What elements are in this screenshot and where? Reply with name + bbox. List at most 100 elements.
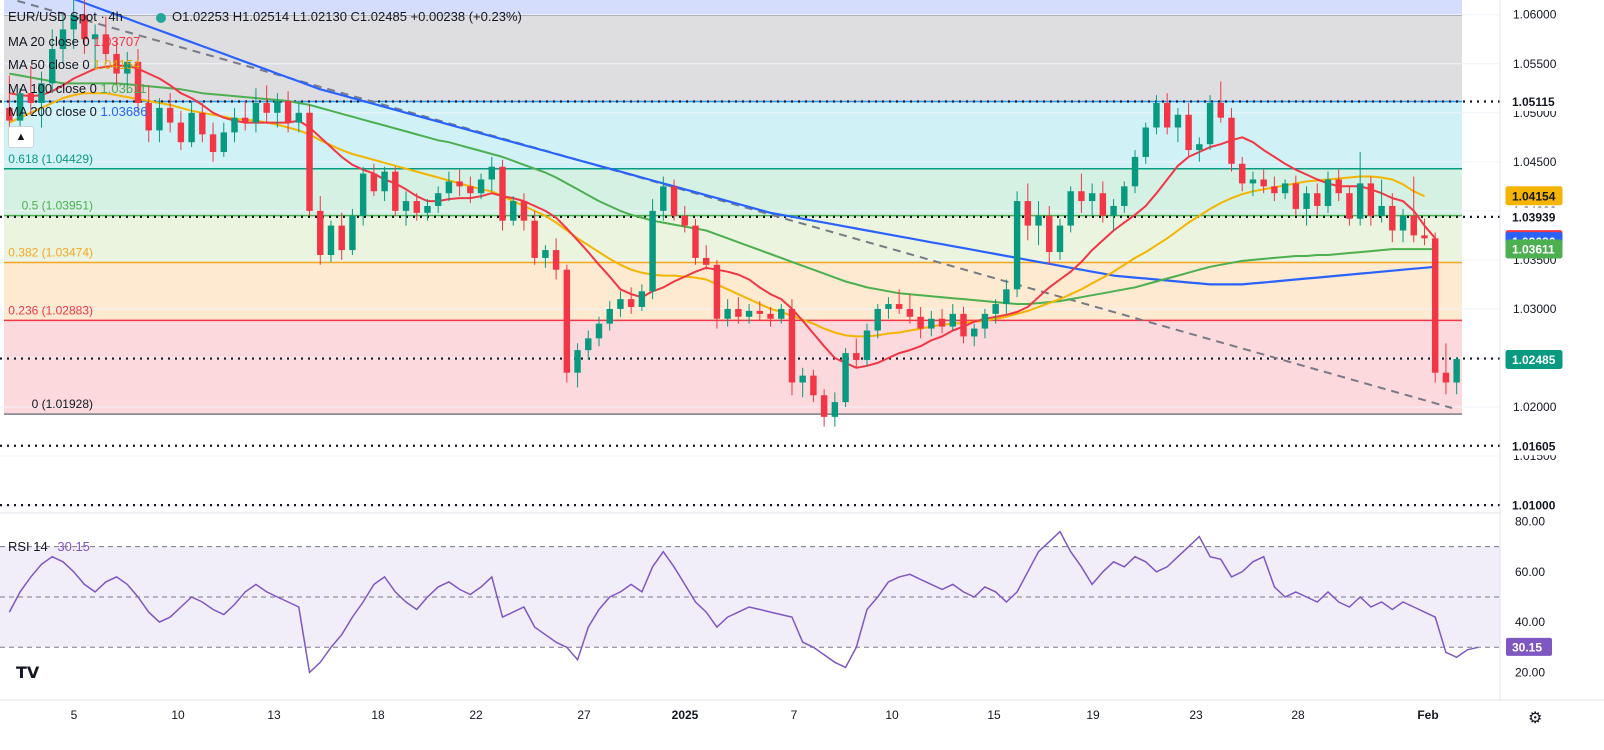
market-status-icon — [156, 13, 166, 23]
candle — [617, 299, 624, 309]
price-tick-label: 1.06000 — [1513, 8, 1557, 22]
legend-value: 1.04154 — [93, 57, 141, 72]
candle — [177, 122, 185, 143]
candle — [1367, 183, 1375, 216]
candle — [91, 34, 99, 40]
candle — [863, 330, 871, 360]
candle — [27, 93, 35, 103]
tradingview-logo-icon[interactable]: TV — [16, 663, 40, 682]
candle — [1003, 289, 1010, 305]
candle — [81, 14, 88, 40]
rsi-tick-label: 60.00 — [1515, 565, 1545, 579]
time-tick-label: 22 — [469, 708, 483, 722]
candle — [317, 210, 324, 255]
candle — [263, 102, 270, 113]
symbol-title[interactable]: EUR/USD Spot · 4h — [8, 9, 123, 24]
candle — [531, 220, 538, 258]
fib-label: 0 (1.01928) — [32, 397, 93, 411]
candle — [59, 29, 67, 50]
candle — [1335, 179, 1342, 194]
legend-ma50[interactable]: MA 50 close 0 1.04154 — [8, 57, 140, 72]
legend-value: 1.03707 — [93, 34, 141, 49]
candle — [970, 328, 978, 337]
candle — [1121, 186, 1128, 206]
candle — [788, 308, 796, 383]
candle — [713, 264, 721, 319]
price-tag — [1505, 207, 1563, 227]
candle — [1239, 163, 1246, 184]
candle — [252, 102, 260, 123]
candle — [1399, 215, 1407, 231]
legend-ma20[interactable]: MA 20 close 0 1.03707 — [8, 34, 140, 49]
candle — [1013, 201, 1021, 290]
candle — [166, 107, 174, 123]
candle — [1131, 156, 1139, 187]
time-tick-label: 28 — [1291, 708, 1305, 722]
candle — [981, 313, 989, 329]
candle — [1088, 193, 1096, 202]
candle — [145, 102, 152, 131]
candle — [606, 308, 613, 324]
candle — [1056, 225, 1064, 253]
candle — [842, 353, 849, 403]
rsi-label: RSI 14 — [8, 539, 48, 554]
candle — [1281, 183, 1289, 194]
fib-zone — [4, 320, 1462, 415]
candle — [563, 269, 571, 373]
time-tick-label: 7 — [791, 708, 798, 722]
rsi-tick-label: 40.00 — [1515, 615, 1545, 629]
candle — [274, 101, 281, 113]
candle — [1249, 179, 1257, 184]
time-tick-label: 19 — [1086, 708, 1100, 722]
price-tag — [1505, 186, 1563, 206]
price-tick-label: 1.05500 — [1513, 57, 1557, 71]
candle — [767, 313, 774, 319]
candle — [649, 210, 656, 292]
candle — [1260, 179, 1267, 187]
candle — [724, 308, 731, 319]
price-tag-label: 1.01000 — [1512, 499, 1556, 513]
candle — [38, 83, 45, 103]
price-tag — [1505, 239, 1563, 259]
candle — [820, 395, 828, 417]
candle — [853, 353, 860, 360]
legend-ma100[interactable]: MA 100 close 0 1.03611 — [8, 81, 147, 96]
price-tag — [1505, 349, 1563, 369]
rsi-value: 30.15 — [57, 539, 90, 554]
candle — [745, 310, 753, 317]
rsi-legend[interactable]: RSI 14 30.15 — [8, 539, 90, 554]
candle — [735, 308, 742, 317]
price-axis: 1.060001.055001.050001.045001.040001.035… — [1499, 0, 1563, 700]
rsi-pane — [0, 512, 1500, 674]
candles — [6, 0, 1460, 427]
candle — [949, 313, 956, 327]
ma200-line — [73, 0, 1436, 286]
fib-zone — [4, 215, 1462, 263]
candle — [1324, 179, 1332, 206]
candle — [1078, 191, 1085, 202]
candle — [102, 34, 110, 54]
fib-labels: 0.618 (1.04429) 0.5 (1.03951) 0.382 (1.034… — [8, 152, 93, 411]
legend-ma200[interactable]: MA 200 close 0 1.03686 — [8, 104, 148, 119]
price-tag-label: 1.03611 — [1512, 243, 1555, 257]
chevron-up-icon[interactable]: ▲ — [8, 126, 34, 148]
rsi-tag-label: 30.15 — [1512, 640, 1542, 654]
candle — [831, 402, 839, 417]
price-tag-label: 1.05115 — [1512, 95, 1555, 109]
candle — [359, 173, 367, 216]
time-tick-label: 5 — [71, 708, 78, 722]
candle — [188, 112, 195, 143]
fib-zone — [4, 0, 1462, 16]
candle — [627, 299, 635, 307]
price-tag-label: 1.01605 — [1512, 439, 1556, 453]
candle — [810, 375, 817, 396]
candle — [1346, 193, 1353, 219]
candle — [284, 101, 292, 123]
gear-icon[interactable]: ⚙ — [1528, 710, 1543, 727]
candle — [585, 338, 592, 351]
time-tick-label: 18 — [371, 708, 385, 722]
legend-label: MA 50 close 0 — [8, 57, 90, 72]
fib-label: 0.236 (1.02883) — [8, 303, 93, 317]
candle — [1356, 183, 1364, 219]
candle — [349, 215, 356, 251]
